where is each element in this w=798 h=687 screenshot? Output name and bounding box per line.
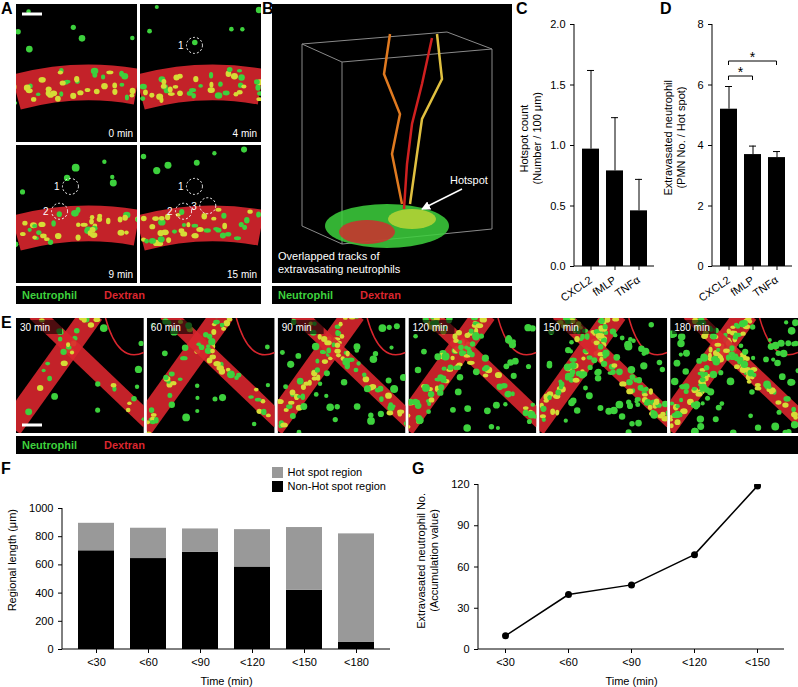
svg-text:1: 1 xyxy=(178,181,184,192)
svg-text:0: 0 xyxy=(463,643,469,655)
svg-text:8: 8 xyxy=(697,18,703,30)
html-text:A: A xyxy=(1,0,13,17)
html-text:E: E xyxy=(1,314,12,331)
svg-text:<30: <30 xyxy=(87,656,106,668)
svg-text:TNFα: TNFα xyxy=(751,273,781,299)
svg-text:120 min: 120 min xyxy=(413,322,449,333)
svg-text:TNFα: TNFα xyxy=(613,273,643,299)
svg-text:1: 1 xyxy=(178,40,184,51)
svg-text:Time (min): Time (min) xyxy=(605,675,657,687)
html-text:(PMN No. / Hot spot): (PMN No. / Hot spot) xyxy=(675,87,687,189)
svg-text:Hotspot: Hotspot xyxy=(450,174,488,186)
svg-text:1.0: 1.0 xyxy=(550,139,565,151)
svg-text:0 min: 0 min xyxy=(109,128,133,139)
html-text:B: B xyxy=(262,0,274,17)
svg-text:CXCL2: CXCL2 xyxy=(696,273,732,303)
svg-text:60: 60 xyxy=(457,561,469,573)
svg-text:Time (min): Time (min) xyxy=(200,675,252,687)
svg-text:Neutrophil: Neutrophil xyxy=(22,439,77,451)
svg-text:<60: <60 xyxy=(139,656,158,668)
svg-text:3: 3 xyxy=(191,201,197,212)
svg-text:Dextran: Dextran xyxy=(104,289,145,301)
svg-text:fMLP: fMLP xyxy=(590,273,618,298)
svg-text:2: 2 xyxy=(697,200,703,212)
svg-text:<90: <90 xyxy=(191,656,210,668)
svg-text:2: 2 xyxy=(167,206,173,217)
svg-text:<150: <150 xyxy=(292,656,317,668)
html-text:Non-Hot spot region: Non-Hot spot region xyxy=(287,480,386,492)
svg-text:2: 2 xyxy=(43,206,49,217)
svg-text:0: 0 xyxy=(47,643,53,655)
svg-text:<30: <30 xyxy=(496,656,515,668)
svg-text:Dextran: Dextran xyxy=(104,439,145,451)
svg-text:0.5: 0.5 xyxy=(550,200,565,212)
html-text:Hotspot count: Hotspot count xyxy=(518,104,530,172)
svg-text:800: 800 xyxy=(35,530,53,542)
svg-text:0: 0 xyxy=(697,260,703,272)
svg-text:4 min: 4 min xyxy=(233,128,257,139)
svg-text:Neutrophil: Neutrophil xyxy=(22,289,77,301)
svg-text:Overlapped tracks of: Overlapped tracks of xyxy=(278,250,380,262)
svg-text:<120: <120 xyxy=(240,656,265,668)
svg-text:Dextran: Dextran xyxy=(360,289,401,301)
svg-text:15 min: 15 min xyxy=(227,269,257,280)
svg-text:0.0: 0.0 xyxy=(550,260,565,272)
svg-text:30: 30 xyxy=(457,602,469,614)
svg-text:<120: <120 xyxy=(682,656,707,668)
svg-text:30 min: 30 min xyxy=(20,322,50,333)
html-text:Extravasated neutrophil No.: Extravasated neutrophil No. xyxy=(415,492,427,629)
svg-text:<150: <150 xyxy=(745,656,770,668)
svg-text:2.0: 2.0 xyxy=(550,18,565,30)
html-text:Extravasated neutrophil: Extravasated neutrophil xyxy=(662,80,674,196)
svg-text:*: * xyxy=(750,49,756,65)
html-text:(Number / 100 μm): (Number / 100 μm) xyxy=(531,91,543,185)
svg-text:*: * xyxy=(738,64,744,80)
svg-text:<90: <90 xyxy=(622,656,641,668)
html-text:D: D xyxy=(660,0,672,17)
svg-text:<60: <60 xyxy=(559,656,578,668)
svg-text:600: 600 xyxy=(35,558,53,570)
html-text:Regional length (μm): Regional length (μm) xyxy=(5,509,18,612)
svg-text:200: 200 xyxy=(35,615,53,627)
svg-text:Neutrophil: Neutrophil xyxy=(278,289,333,301)
svg-text:90 min: 90 min xyxy=(282,322,312,333)
svg-text:extravasating neutrophils: extravasating neutrophils xyxy=(278,263,401,275)
svg-text:6: 6 xyxy=(697,79,703,91)
svg-text:fMLP: fMLP xyxy=(728,273,756,298)
html-text:(Accumulation value): (Accumulation value) xyxy=(428,509,440,612)
svg-text:CXCL2: CXCL2 xyxy=(558,273,594,303)
svg-text:9 min: 9 min xyxy=(109,269,133,280)
svg-text:1000: 1000 xyxy=(29,502,53,514)
svg-text:1.5: 1.5 xyxy=(550,79,565,91)
svg-text:150 min: 150 min xyxy=(543,322,579,333)
svg-text:400: 400 xyxy=(35,587,53,599)
svg-text:60 min: 60 min xyxy=(151,322,181,333)
svg-text:4: 4 xyxy=(697,139,703,151)
svg-text:180 min: 180 min xyxy=(674,322,710,333)
svg-text:<180: <180 xyxy=(344,656,369,668)
html-text:C: C xyxy=(516,0,528,17)
html-text:Hot spot region: Hot spot region xyxy=(287,466,363,478)
svg-text:1: 1 xyxy=(54,181,60,192)
html-text:F: F xyxy=(1,460,11,477)
svg-text:90: 90 xyxy=(457,519,469,531)
svg-text:120: 120 xyxy=(451,478,469,490)
html-text:G: G xyxy=(412,460,425,477)
